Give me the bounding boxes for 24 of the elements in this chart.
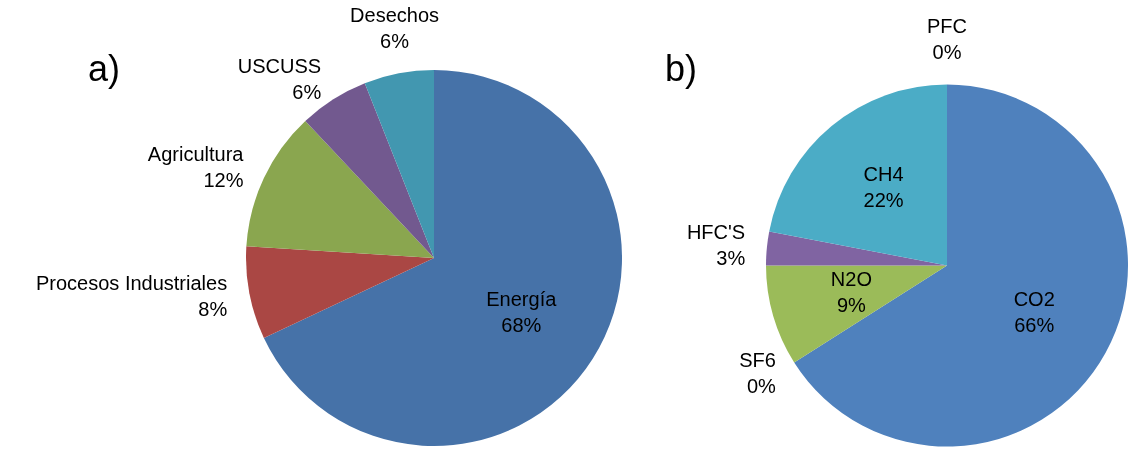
data-label: 3% [716, 246, 746, 269]
data-label: 68% [501, 313, 542, 336]
data-label: 12% [203, 168, 244, 191]
slice-label: CO2 [1013, 287, 1055, 310]
data-label: 9% [836, 293, 867, 316]
slice-label: N2O [830, 267, 872, 290]
chart-title: b) [665, 48, 698, 90]
data-label: 6% [292, 80, 322, 103]
text: 0% [746, 374, 776, 397]
category-label: SF6 [739, 348, 776, 371]
slice-label: HFC'S [686, 220, 746, 243]
data-label: 66% [1014, 313, 1055, 336]
slice-label: Energía [486, 287, 558, 310]
data-label: 8% [198, 297, 228, 320]
text: 0% [932, 41, 962, 64]
slice-label: USCUSS [237, 54, 322, 77]
slice-label: Desechos [350, 3, 440, 26]
slice-label: Agricultura [147, 142, 245, 165]
data-label: 22% [863, 189, 904, 212]
category-label: PFC [927, 15, 967, 38]
data-label: 6% [380, 29, 410, 52]
text: a) [88, 48, 121, 90]
slice-label: Procesos Industriales [35, 271, 228, 294]
slice-label: CH4 [863, 163, 904, 186]
